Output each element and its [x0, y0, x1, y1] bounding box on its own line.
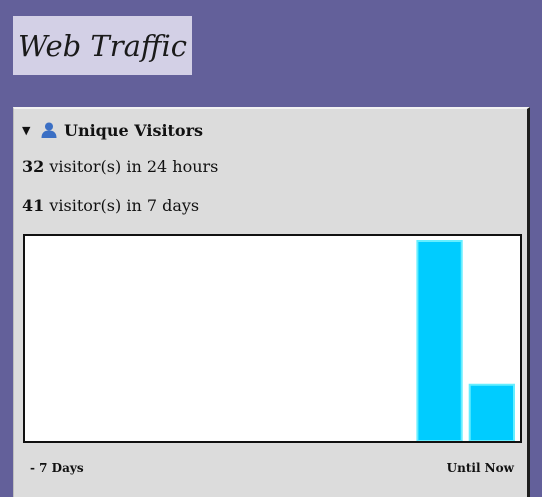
panel-header[interactable]: ▼ Unique Visitors	[22, 119, 203, 141]
user-icon	[41, 122, 57, 138]
axis-end-label: Until Now	[446, 461, 514, 475]
page-title-box: Web Traffic	[13, 16, 192, 75]
stat-24-hours-count: 32	[22, 157, 45, 176]
visitors-bar-chart	[23, 234, 522, 443]
stat-24-hours-text: visitor(s) in 24 hours	[44, 157, 219, 176]
page-title: Web Traffic	[18, 28, 187, 63]
collapse-toggle-icon[interactable]: ▼	[22, 123, 31, 137]
chart-svg	[416, 240, 516, 441]
bar-8	[468, 383, 516, 441]
stat-7-days: 41 visitor(s) in 7 days	[22, 196, 199, 215]
bar-7	[416, 240, 463, 441]
axis-start-label: - 7 Days	[30, 461, 84, 475]
panel-title: Unique Visitors	[64, 120, 204, 140]
stat-7-days-text: visitor(s) in 7 days	[44, 196, 200, 215]
stat-24-hours: 32 visitor(s) in 24 hours	[22, 157, 218, 176]
unique-visitors-panel: ▼ Unique Visitors 32 visitor(s) in 24 ho…	[13, 107, 530, 497]
stat-7-days-count: 41	[22, 196, 45, 215]
